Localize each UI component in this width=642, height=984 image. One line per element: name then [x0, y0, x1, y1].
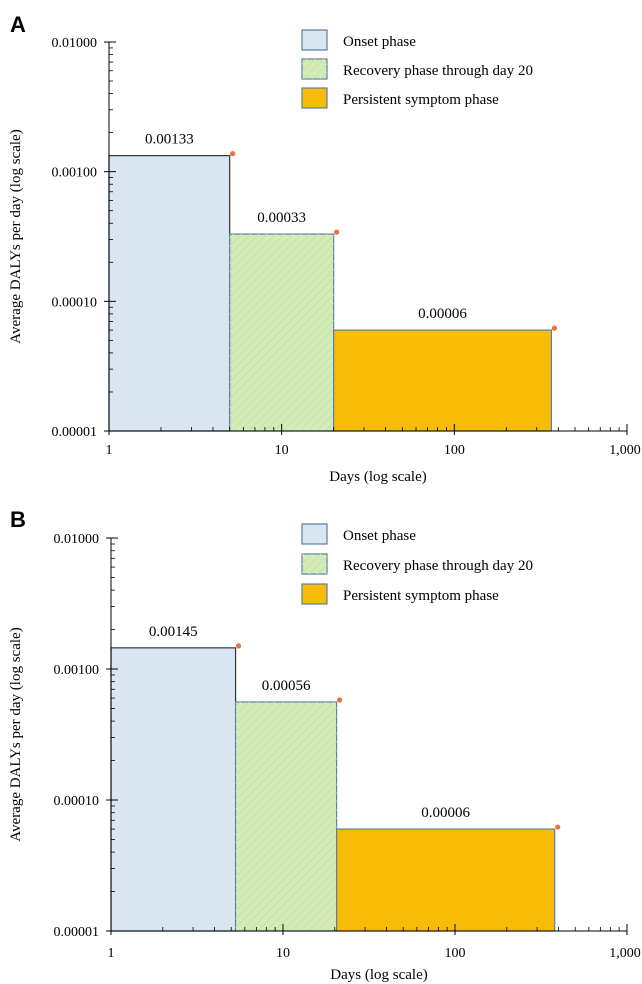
x-axis-label: Days (log scale)	[329, 469, 426, 485]
panel-letter: A	[10, 12, 26, 37]
legend-label: Recovery phase through day 20	[343, 558, 533, 574]
bar-end-marker	[337, 697, 343, 703]
legend: Onset phase Recovery phase through day 20…	[301, 523, 533, 605]
recovery-phase-hatch	[229, 234, 334, 431]
legend-swatch	[301, 87, 328, 109]
y-tick-label: 0.00010	[54, 794, 100, 809]
x-tick-label: 1	[108, 946, 115, 961]
bar-value-label: 0.00033	[257, 210, 306, 226]
legend-label: Recovery phase through day 20	[343, 63, 533, 79]
legend-swatch	[301, 583, 328, 605]
legend-label: Onset phase	[343, 528, 416, 544]
bar-end-marker	[334, 229, 340, 235]
y-axis-label: Average DALYs per day (log scale)	[8, 627, 24, 841]
x-tick-label: 1	[106, 443, 113, 458]
x-tick-label: 10	[276, 946, 290, 961]
recovery-phase-hatch	[235, 701, 337, 931]
legend-swatch-hatch	[302, 59, 327, 79]
bar-end-marker	[555, 824, 561, 830]
x-tick-label: 10	[275, 443, 289, 458]
bar-value-label: 0.00056	[262, 678, 311, 694]
y-tick-label: 0.01000	[54, 532, 100, 547]
bar-end-marker	[235, 643, 242, 649]
panel-a-chart: A 0.00133 0.00033 0.00006 0.00001 0.00010 0.00…	[8, 12, 641, 485]
y-axis-label: Average DALYs per day (log scale)	[8, 129, 24, 343]
legend-swatch	[301, 29, 328, 51]
onset-phase-bar	[108, 155, 231, 432]
y-tick-label: 0.00001	[52, 425, 98, 440]
y-tick-label: 0.00100	[54, 663, 100, 678]
onset-phase-bar	[110, 647, 237, 932]
panel-b-chart: B 0.00145 0.00056 0.00006 0.00001 0.00010 0.00…	[8, 507, 641, 983]
x-axis-label: Days (log scale)	[330, 967, 427, 983]
x-tick-label: 1,000	[609, 946, 641, 961]
bar-value-label: 0.00006	[418, 306, 467, 322]
persistent-phase-bar	[336, 828, 556, 932]
y-tick-label: 0.00100	[52, 166, 98, 181]
persistent-phase-bar	[333, 329, 553, 432]
legend-swatch	[301, 523, 328, 545]
legend-swatch-hatch	[302, 554, 327, 574]
panel-letter: B	[10, 507, 26, 532]
y-tick-label: 0.00010	[52, 295, 98, 310]
y-tick-label: 0.00001	[54, 925, 100, 940]
x-tick-label: 1,000	[609, 443, 641, 458]
legend-label: Persistent symptom phase	[343, 92, 499, 108]
legend-label: Onset phase	[343, 34, 416, 50]
bar-value-label: 0.00145	[149, 624, 198, 640]
y-tick-label: 0.01000	[52, 36, 98, 51]
bar-value-label: 0.00133	[145, 132, 194, 148]
legend-label: Persistent symptom phase	[343, 588, 499, 604]
bar-end-marker	[551, 325, 558, 331]
legend: Onset phase Recovery phase through day 20…	[301, 29, 533, 109]
x-tick-label: 100	[444, 443, 465, 458]
bar-value-label: 0.00006	[421, 805, 470, 821]
x-tick-label: 100	[445, 946, 466, 961]
bar-end-marker	[230, 151, 236, 157]
